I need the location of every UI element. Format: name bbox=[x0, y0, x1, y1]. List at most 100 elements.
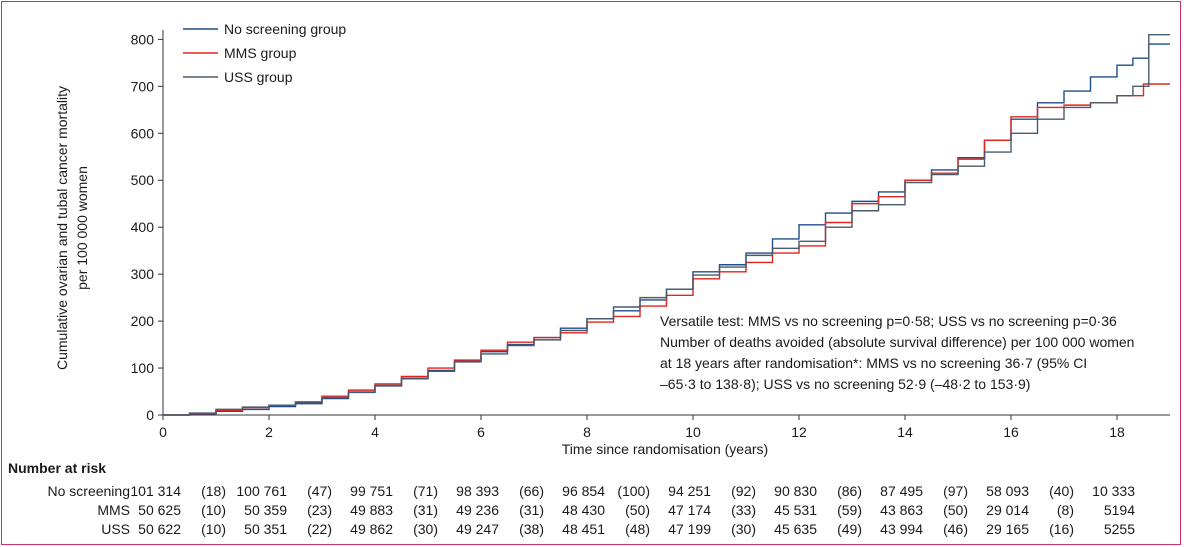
risk-cell: 87 495 bbox=[880, 483, 923, 499]
risk-row: No screening 101 314 (18) 100 761 (47) 99 751… bbox=[0, 483, 1184, 501]
risk-cell: (30) bbox=[731, 521, 756, 537]
risk-cell: 100 761 bbox=[236, 483, 287, 499]
risk-cell: (30) bbox=[413, 521, 438, 537]
risk-cell: 96 854 bbox=[562, 483, 605, 499]
x-axis: 0 2 4 6 8 10 12 14 16 18 bbox=[159, 414, 1170, 440]
y-tick-label: 0 bbox=[146, 407, 154, 423]
risk-cell: 47 174 bbox=[668, 502, 711, 518]
risk-cell: 29 165 bbox=[986, 521, 1029, 537]
risk-row-label: No screening bbox=[47, 483, 131, 499]
y-tick-label: 300 bbox=[131, 266, 155, 282]
annotation-line: Versatile test: MMS vs no screening p=0·… bbox=[660, 313, 1117, 329]
y-tick-label: 700 bbox=[131, 78, 155, 94]
mortality-chart: 0 100 200 300 400 500 600 700 800 0 2 4 6 8 10 12 14 16 1… bbox=[54, 21, 1170, 457]
risk-cell: 49 247 bbox=[456, 521, 499, 537]
risk-cell: (46) bbox=[943, 521, 968, 537]
annotation-line: Number of deaths avoided (absolute survi… bbox=[660, 334, 1134, 350]
risk-cell: 50 622 bbox=[138, 521, 181, 537]
x-tick-label: 12 bbox=[791, 424, 807, 440]
x-tick-label: 0 bbox=[159, 424, 167, 440]
risk-cell: (47) bbox=[307, 483, 332, 499]
risk-cell: 50 625 bbox=[138, 502, 181, 518]
risk-cell: (59) bbox=[837, 502, 862, 518]
annotation-line: –65·3 to 138·8); USS vs no screening 52·… bbox=[660, 376, 1030, 392]
x-tick-label: 10 bbox=[685, 424, 701, 440]
risk-table-title: Number at risk bbox=[8, 460, 107, 476]
risk-cell: 49 862 bbox=[350, 521, 393, 537]
series-line-2 bbox=[163, 33, 1170, 416]
risk-cell: (18) bbox=[201, 483, 226, 499]
risk-cell: (40) bbox=[1049, 483, 1074, 499]
legend-label: No screening group bbox=[224, 21, 346, 37]
risk-cell: 29 014 bbox=[986, 502, 1029, 518]
risk-cell: (100) bbox=[617, 483, 650, 499]
x-tick-label: 14 bbox=[897, 424, 913, 440]
y-tick-label: 500 bbox=[131, 172, 155, 188]
risk-cell: (8) bbox=[1056, 502, 1074, 518]
risk-cell: 90 830 bbox=[774, 483, 817, 499]
risk-cell: (50) bbox=[625, 502, 650, 518]
x-tick-label: 16 bbox=[1003, 424, 1019, 440]
risk-cell: 48 451 bbox=[562, 521, 605, 537]
risk-row: MMS 50 625 (10) 50 359 (23) 49 883 (31) 49 236 (… bbox=[0, 502, 1184, 520]
risk-cell: (49) bbox=[837, 521, 862, 537]
risk-cell: 49 236 bbox=[456, 502, 499, 518]
risk-cell: (23) bbox=[307, 502, 332, 518]
y-axis-label-line2: per 100 000 women bbox=[74, 166, 90, 290]
y-tick-label: 100 bbox=[131, 360, 155, 376]
risk-cell: (10) bbox=[201, 521, 226, 537]
y-axis: 0 100 200 300 400 500 600 700 800 bbox=[131, 30, 164, 423]
risk-cell: 98 393 bbox=[456, 483, 499, 499]
risk-cell: (97) bbox=[943, 483, 968, 499]
risk-cell: 49 883 bbox=[350, 502, 393, 518]
risk-cell: (31) bbox=[413, 502, 438, 518]
series-lines bbox=[163, 33, 1170, 416]
risk-cell: 47 199 bbox=[668, 521, 711, 537]
risk-cell: 43 863 bbox=[880, 502, 923, 518]
x-tick-label: 8 bbox=[583, 424, 591, 440]
series-line-1 bbox=[163, 83, 1170, 416]
risk-row: USS 50 622 (10) 50 351 (22) 49 862 (30) 49 247 (… bbox=[0, 521, 1184, 539]
risk-cell: 48 430 bbox=[562, 502, 605, 518]
annotation-line: at 18 years after randomisation*: MMS vs… bbox=[660, 355, 1087, 371]
legend-label: USS group bbox=[224, 69, 293, 85]
risk-cell: (10) bbox=[201, 502, 226, 518]
annotation: Versatile test: MMS vs no screening p=0·… bbox=[660, 313, 1134, 392]
risk-row-label: USS bbox=[101, 521, 130, 537]
y-tick-label: 800 bbox=[131, 31, 155, 47]
risk-cell: 99 751 bbox=[350, 483, 393, 499]
legend: No screening group MMS group USS group bbox=[183, 21, 346, 85]
risk-cell: (48) bbox=[625, 521, 650, 537]
risk-cell: 50 359 bbox=[244, 502, 287, 518]
risk-cell: 10 333 bbox=[1092, 483, 1135, 499]
y-axis-label: Cumulative ovarian and tubal cancer mort… bbox=[54, 86, 70, 370]
x-tick-label: 18 bbox=[1109, 424, 1125, 440]
y-tick-label: 600 bbox=[131, 125, 155, 141]
risk-cell: 101 314 bbox=[130, 483, 181, 499]
risk-cell: 45 635 bbox=[774, 521, 817, 537]
risk-cell: (33) bbox=[731, 502, 756, 518]
risk-cell: (31) bbox=[519, 502, 544, 518]
risk-cell: (16) bbox=[1049, 521, 1074, 537]
risk-cell: 94 251 bbox=[668, 483, 711, 499]
risk-cell: 58 093 bbox=[986, 483, 1029, 499]
x-tick-label: 6 bbox=[477, 424, 485, 440]
x-axis-label: Time since randomisation (years) bbox=[562, 441, 768, 457]
x-tick-label: 4 bbox=[371, 424, 379, 440]
y-tick-label: 400 bbox=[131, 219, 155, 235]
risk-cell: (92) bbox=[731, 483, 756, 499]
risk-cell: 45 531 bbox=[774, 502, 817, 518]
x-tick-label: 2 bbox=[265, 424, 273, 440]
risk-cell: 43 994 bbox=[880, 521, 923, 537]
risk-cell: (50) bbox=[943, 502, 968, 518]
risk-cell: (71) bbox=[413, 483, 438, 499]
risk-cell: 50 351 bbox=[244, 521, 287, 537]
risk-cell: (22) bbox=[307, 521, 332, 537]
risk-cell: (66) bbox=[519, 483, 544, 499]
y-tick-label: 200 bbox=[131, 313, 155, 329]
risk-row-label: MMS bbox=[97, 502, 130, 518]
risk-cell: (86) bbox=[837, 483, 862, 499]
legend-label: MMS group bbox=[224, 45, 297, 61]
risk-cell: (38) bbox=[519, 521, 544, 537]
